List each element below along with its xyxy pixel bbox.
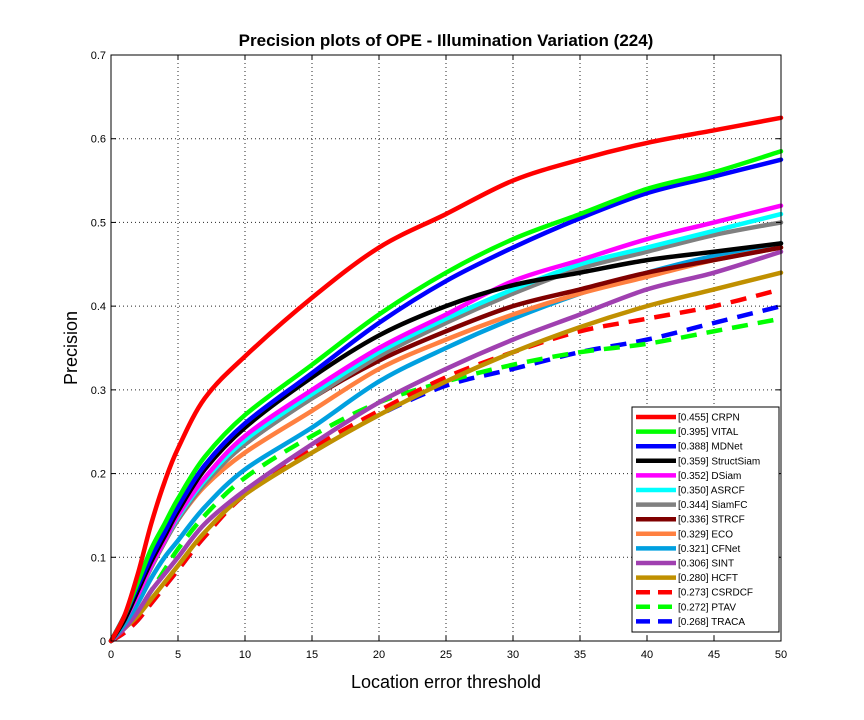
legend: [0.455] CRPN [0.395] VITAL [0.388] MDNet [0…	[631, 406, 780, 633]
x-tick-label: 30	[507, 649, 519, 661]
legend-label-structsiam: [0.359] StructSiam	[678, 456, 760, 467]
x-tick-label: 40	[641, 649, 653, 661]
x-tick-label: 35	[574, 649, 586, 661]
legend-label-eco: [0.329] ECO	[678, 529, 733, 540]
x-tick-label: 20	[373, 649, 385, 661]
y-tick-label: 0.3	[91, 385, 106, 397]
series-line-hcft	[108, 270, 784, 644]
x-tick-label: 25	[440, 649, 452, 661]
y-tick-label: 0	[100, 636, 106, 648]
y-tick-label: 0.4	[91, 301, 106, 313]
legend-label-vital: [0.395] VITAL	[678, 427, 739, 438]
legend-label-hcft: [0.280] HCFT	[678, 573, 738, 584]
y-tick-label: 0.6	[91, 134, 106, 146]
x-tick-label: 10	[239, 649, 251, 661]
chart-title: Precision plots of OPE - Illumination Va…	[239, 31, 654, 50]
x-tick-label: 15	[306, 649, 318, 661]
series-line-mdnet	[108, 157, 784, 644]
legend-label-ptav: [0.272] PTAV	[678, 602, 736, 613]
x-tick-label: 50	[775, 649, 787, 661]
legend-label-traca: [0.268] TRACA	[678, 617, 745, 628]
legend-label-crpn: [0.455] CRPN	[678, 413, 740, 424]
legend-label-cfnet: [0.321] CFNet	[678, 544, 740, 555]
series-line-sint	[108, 249, 784, 644]
series-line-csrdcf	[109, 287, 782, 643]
y-tick-label: 0.2	[91, 469, 106, 481]
y-tick-label: 0.1	[91, 552, 106, 564]
legend-label-dsiam: [0.352] DSiam	[678, 471, 741, 482]
x-tick-label: 5	[175, 649, 181, 661]
y-tick-label: 0.7	[91, 50, 106, 62]
legend-label-csrdcf: [0.273] CSRDCF	[678, 588, 753, 599]
x-axis-title: Location error threshold	[351, 672, 541, 692]
y-axis-title: Precision	[61, 311, 81, 385]
legend-label-asrcf: [0.350] ASRCF	[678, 486, 745, 497]
legend-label-siamfc: [0.344] SiamFC	[678, 500, 747, 511]
axis-ticks: 0 5 10 15 20 25 30 35 40 45 50 0 0.1 0.2 0.3 0.4 0.5 0.6 0…	[91, 50, 787, 661]
series-line-vital	[108, 149, 784, 644]
legend-label-strcf: [0.336] STRCF	[678, 515, 745, 526]
series-lines	[108, 115, 784, 644]
series-line-crpn	[108, 115, 784, 644]
y-tick-label: 0.5	[91, 217, 106, 229]
legend-label-mdnet: [0.388] MDNet	[678, 442, 743, 453]
legend-label-sint: [0.306] SINT	[678, 559, 734, 570]
x-tick-label: 0	[108, 649, 114, 661]
x-tick-label: 45	[708, 649, 720, 661]
